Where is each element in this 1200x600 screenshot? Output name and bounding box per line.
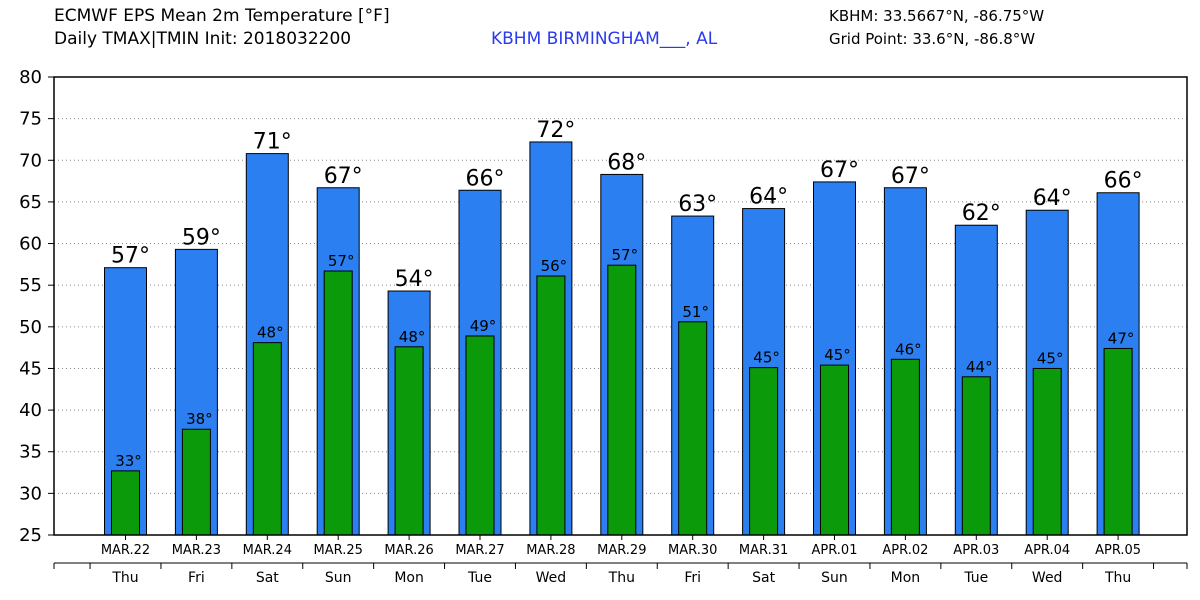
tmin-bar [252,342,282,536]
tmax-data-label: 67° [820,158,859,183]
x-date-label: MAR.27 [455,543,504,558]
y-tick-label: 50 [19,317,42,338]
y-tick-label: 45 [19,358,42,379]
tmax-data-label: 63° [678,192,717,217]
x-date-label: MAR.23 [172,543,221,558]
y-tick-label: 70 [19,150,42,171]
tmin-bar [961,376,991,536]
tmax-data-label: 54° [395,267,434,292]
x-day-label: Tue [467,570,492,586]
x-date-label: APR.02 [882,543,928,558]
tmax-data-label: 67° [324,164,363,189]
x-date-label: APR.05 [1095,543,1141,558]
tmin-data-label: 44° [966,358,993,376]
y-tick-label: 25 [19,525,42,546]
tmin-bar [111,470,140,536]
station-name: KBHM BIRMINGHAM___, AL [491,29,718,49]
tmin-data-label: 33° [115,452,142,470]
tmax-data-label: 68° [607,150,646,175]
x-date-label: MAR.24 [243,543,292,558]
tmin-data-label: 56° [541,257,568,275]
y-tick-label: 40 [19,400,42,421]
tmax-data-label: 62° [962,201,1001,226]
tmax-data-label: 72° [536,118,575,143]
tmin-bar [181,428,211,536]
x-day-label: Mon [891,570,921,586]
tmin-bar [394,346,424,536]
tmin-bar [749,367,779,536]
x-date-label: MAR.30 [668,543,717,558]
y-tick-label: 75 [19,109,42,130]
tmin-data-label: 47° [1108,329,1135,347]
tmin-bar [820,364,849,536]
y-tick-label: 80 [19,67,42,88]
tmin-data-label: 57° [328,252,355,270]
x-day-label: Sun [821,570,848,586]
tmax-data-label: 59° [182,225,221,250]
tmin-data-label: 46° [895,340,922,358]
tmax-data-label: 57° [111,244,150,269]
tmin-bar [607,264,637,536]
y-tick-label: 30 [19,483,42,504]
tmin-bar [678,321,708,536]
tmin-bar [465,335,495,536]
plot-frame [53,76,1188,536]
x-day-label: Sat [256,570,279,586]
tmin-data-label: 38° [186,410,213,428]
x-date-label: MAR.22 [101,543,150,558]
x-date-label: MAR.31 [739,543,788,558]
x-day-label: Sat [752,570,775,586]
tmax-data-label: 66° [466,166,505,191]
x-day-label: Wed [536,570,567,586]
x-day-label: Thu [1104,570,1131,586]
x-date-label: APR.01 [812,543,858,558]
x-day-label: Thu [111,570,138,586]
tmin-data-label: 45° [1037,349,1064,367]
tmax-data-label: 71° [253,130,292,155]
x-date-label: MAR.26 [384,543,433,558]
tmin-data-label: 45° [753,349,780,367]
x-day-label: Thu [608,570,635,586]
tmax-data-label: 64° [749,185,788,210]
tmin-bar [1103,347,1133,536]
tmin-data-label: 48° [399,328,426,346]
x-date-label: MAR.29 [597,543,646,558]
tmin-data-label: 57° [612,246,639,264]
tmin-data-label: 51° [682,303,709,321]
tmin-data-label: 49° [470,317,497,335]
tmin-data-label: 45° [824,346,851,364]
y-tick-label: 65 [19,192,42,213]
chart-subtitle: Daily TMAX|TMIN Init: 2018032200 [54,29,352,49]
x-day-label: Wed [1032,570,1063,586]
chart-title: ECMWF EPS Mean 2m Temperature [°F] [54,6,390,26]
tmin-bar [890,358,920,536]
grid-point-coordinates: Grid Point: 33.6°N, -86.8°W [829,30,1036,48]
tmin-bar [1032,367,1062,536]
station-coordinates: KBHM: 33.5667°N, -86.75°W [829,7,1045,25]
x-day-label: Mon [394,570,424,586]
x-day-label: Sun [325,570,352,586]
x-date-label: MAR.25 [314,543,363,558]
x-day-label: Fri [188,570,205,586]
tmax-data-label: 66° [1104,169,1143,194]
x-date-label: APR.03 [953,543,999,558]
tmin-bar [536,275,566,536]
x-date-label: APR.04 [1024,543,1070,558]
x-day-label: Fri [684,570,701,586]
tmin-data-label: 48° [257,324,284,342]
tmax-data-label: 67° [891,164,930,189]
y-tick-label: 60 [19,234,42,255]
y-tick-label: 55 [19,275,42,296]
y-tick-label: 35 [19,442,42,463]
tmin-bar [323,270,353,536]
x-date-label: MAR.28 [526,543,575,558]
tmax-data-label: 64° [1033,186,1072,211]
x-day-label: Tue [963,570,988,586]
